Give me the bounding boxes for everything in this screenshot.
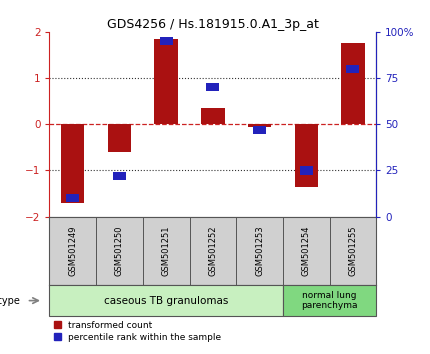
Text: cell type: cell type [0, 296, 20, 306]
Bar [154, 39, 178, 124]
Bar [61, 124, 84, 203]
FancyBboxPatch shape [283, 285, 376, 316]
Text: caseous TB granulomas: caseous TB granulomas [104, 296, 228, 306]
Bar [347, 65, 359, 73]
Bar [206, 83, 219, 91]
Bar [108, 124, 131, 152]
Bar [295, 124, 318, 187]
Text: GSM501250: GSM501250 [115, 225, 124, 276]
Title: GDS4256 / Hs.181915.0.A1_3p_at: GDS4256 / Hs.181915.0.A1_3p_at [107, 18, 319, 31]
Text: GSM501251: GSM501251 [162, 225, 171, 276]
Bar [160, 37, 173, 45]
Text: GSM501252: GSM501252 [209, 225, 217, 276]
Text: GSM501254: GSM501254 [302, 225, 311, 276]
Bar [248, 124, 271, 127]
Bar [201, 108, 224, 124]
Text: GSM501255: GSM501255 [348, 225, 357, 276]
Text: GSM501253: GSM501253 [255, 225, 264, 276]
Bar [253, 126, 266, 134]
Bar [113, 172, 126, 180]
Legend: transformed count, percentile rank within the sample: transformed count, percentile rank withi… [54, 321, 221, 342]
FancyBboxPatch shape [49, 285, 283, 316]
Bar [300, 166, 313, 175]
Text: normal lung
parenchyma: normal lung parenchyma [301, 291, 358, 310]
Text: GSM501249: GSM501249 [68, 225, 77, 276]
Bar [66, 194, 79, 202]
Bar [341, 44, 365, 124]
